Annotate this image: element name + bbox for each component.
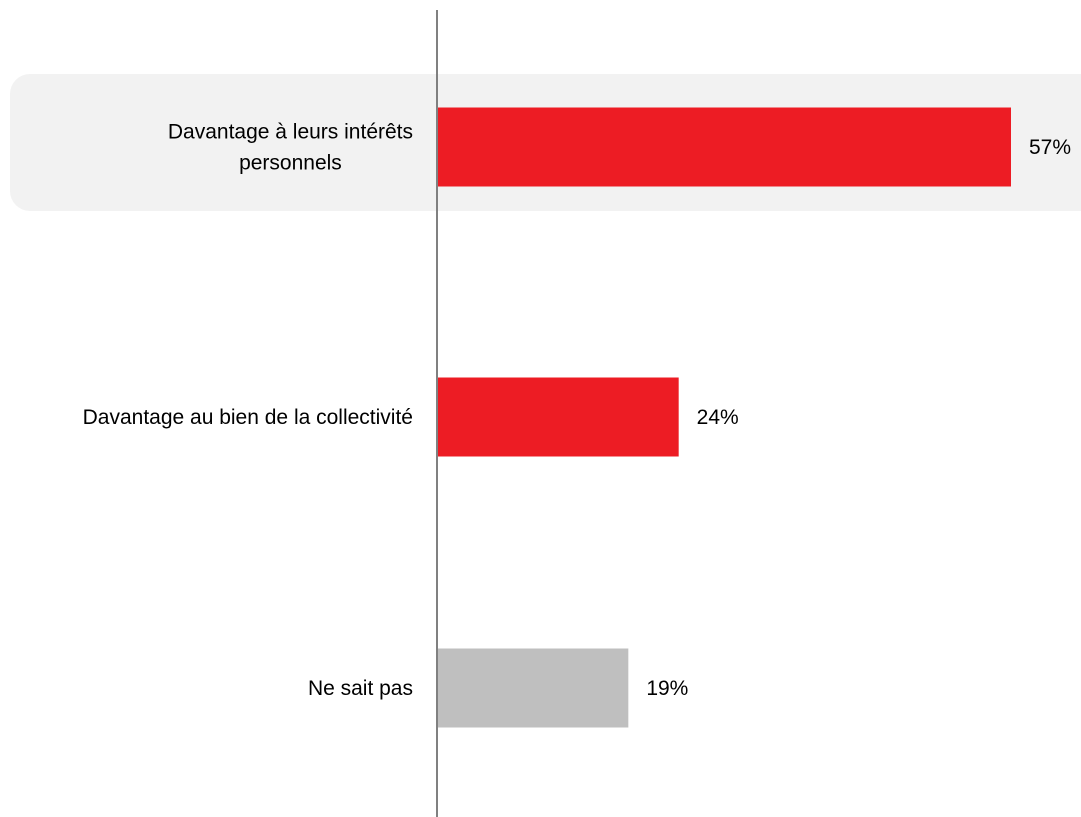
category-label-2: Ne sait pas bbox=[308, 677, 413, 700]
value-label-2: 19% bbox=[646, 677, 688, 700]
category-label-0: Davantage à leurs intérêts personnels bbox=[168, 121, 413, 175]
bar-1 bbox=[437, 377, 679, 457]
bar-0 bbox=[437, 107, 1011, 187]
category-label-1: Davantage au bien de la collectivité bbox=[83, 406, 413, 429]
value-label-1: 24% bbox=[697, 406, 739, 429]
value-label-0: 57% bbox=[1029, 136, 1071, 159]
bar-2 bbox=[437, 648, 629, 728]
